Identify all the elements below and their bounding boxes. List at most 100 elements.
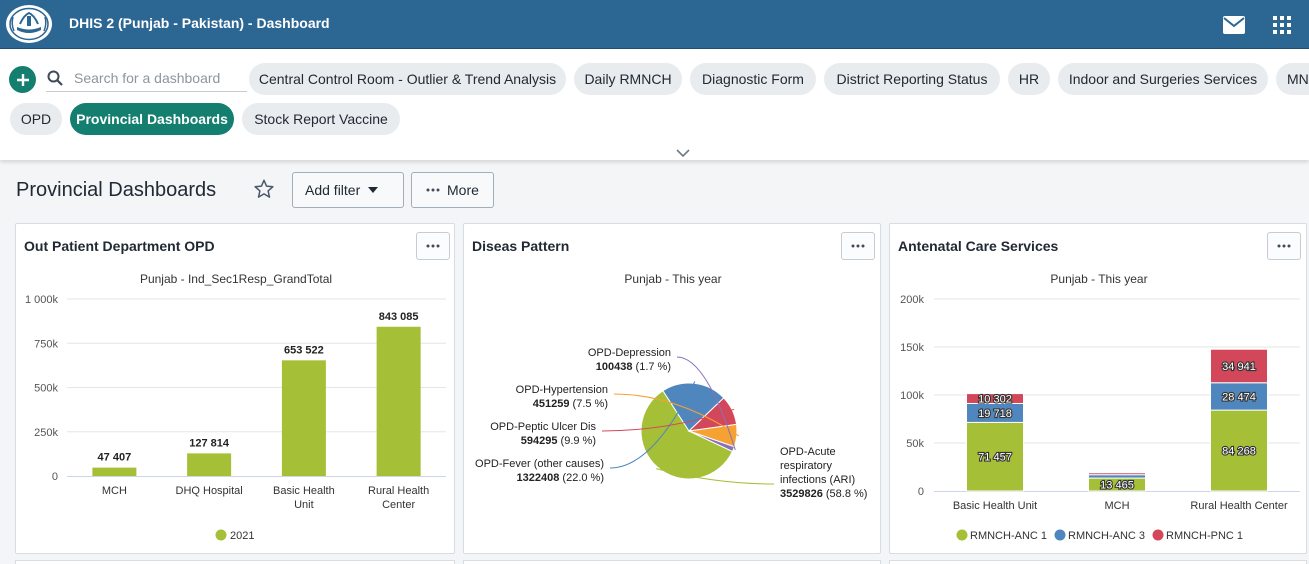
dots-icon	[426, 244, 440, 248]
card-menu-button[interactable]	[841, 232, 875, 260]
dashboard-chip[interactable]: Central Control Room - Outlier & Trend A…	[249, 63, 566, 95]
dashboard-item-card: Diseas Pattern Punjab - This year OPD-Ac…	[463, 223, 881, 554]
x-tick-label: Basic Health Unit	[953, 500, 1037, 512]
legend-label: 2021	[230, 530, 254, 542]
chart-subtitle: Punjab - This year	[1050, 272, 1147, 286]
add-filter-label: Add filter	[305, 182, 361, 198]
punjab-emblem-icon[interactable]	[4, 3, 54, 50]
search-icon	[47, 70, 63, 86]
x-tick-label: MCH	[1104, 500, 1129, 512]
x-tick-label: Rural Health Center	[368, 485, 429, 511]
data-label: 127 814	[189, 437, 230, 449]
data-label: 10 302	[978, 394, 1012, 406]
dots-icon	[426, 188, 440, 192]
stacked-bar-segment	[966, 393, 1024, 404]
pie-slice	[640, 390, 734, 480]
slice-label: OPD-Hypertension 451259 (7.5 %)	[516, 384, 608, 410]
dashboard-item-card	[463, 560, 881, 564]
slice-label: OPD-Fever (other causes) 1322408 (22.0 %)	[475, 458, 604, 484]
card-title: Antenatal Care Services	[898, 238, 1059, 254]
dashboard-search-input[interactable]: Search for a dashboard	[46, 63, 247, 92]
slice-label: OPD-Depression 100438 (1.7 %)	[588, 347, 671, 373]
leader-line	[609, 381, 696, 469]
dots-icon	[1277, 244, 1291, 248]
legend-swatch	[215, 529, 227, 541]
dashboard-chip-active[interactable]: Provincial Dashboards	[70, 103, 234, 135]
data-label: 47 407	[98, 452, 132, 464]
caret-down-icon	[368, 187, 379, 193]
stacked-bar-segment	[1210, 382, 1268, 411]
data-label: 653 522	[284, 344, 324, 356]
add-dashboard-button[interactable]	[9, 66, 36, 93]
leader-line	[601, 408, 735, 432]
stacked-bar-segment	[1210, 409, 1268, 492]
data-label: 28 474	[1222, 391, 1256, 403]
dashboard-chip[interactable]: District Reporting Status	[824, 63, 1000, 95]
data-label: 13 465	[1100, 480, 1134, 492]
data-label: 34 941	[1222, 361, 1256, 373]
dashboard-chip[interactable]: OPD	[10, 103, 62, 135]
dashboard-chip[interactable]: Daily RMNCH	[574, 63, 682, 95]
leader-line	[676, 356, 736, 451]
y-tick-label: 50k	[906, 438, 924, 450]
legend-swatch	[1152, 529, 1164, 541]
stacked-bar-segment	[1088, 474, 1146, 479]
more-button[interactable]: More	[411, 172, 494, 208]
dashboards-control-bar: Search for a dashboard Central Control R…	[0, 49, 1309, 160]
bar	[376, 326, 421, 476]
dashboard-item-card: Antenatal Care Services Punjab - This ye…	[889, 223, 1307, 554]
apps-grid-icon[interactable]	[1269, 12, 1295, 38]
add-filter-button[interactable]: Add filter	[292, 172, 404, 208]
data-label: 84 268	[1222, 446, 1256, 458]
y-tick-label: 1 000k	[25, 294, 59, 306]
stacked-bar-segment	[966, 421, 1024, 492]
leader-line	[613, 393, 740, 437]
card-menu-button[interactable]	[1267, 232, 1301, 260]
slice-label: OPD-Acute respiratory infections (ARI) 3529…	[780, 446, 867, 500]
disease-pie-chart: Punjab - This year OPD-Acute respiratory i…	[475, 272, 867, 500]
x-tick-label: MCH	[102, 485, 127, 497]
y-tick-label: 150k	[900, 342, 924, 354]
legend-swatch	[1054, 529, 1066, 541]
data-label: 843 085	[379, 311, 419, 323]
dashboard-chip[interactable]: Stock Report Vaccine	[242, 103, 400, 135]
legend-label: RMNCH-ANC 1	[970, 530, 1047, 542]
dots-icon	[851, 244, 865, 248]
dashboard-chip[interactable]: HR	[1008, 63, 1050, 95]
dashboard-item-card: Out Patient Department OPD Punjab - Ind_…	[15, 223, 455, 554]
more-label: More	[447, 182, 479, 198]
bar	[187, 453, 232, 476]
dashboard-chip[interactable]: MN	[1276, 63, 1309, 95]
dashboard-chip[interactable]: Indoor and Surgeries Services	[1058, 63, 1268, 95]
data-label: 19 718	[978, 408, 1012, 420]
y-tick-label: 250k	[34, 427, 58, 439]
y-tick-label: 0	[52, 471, 58, 483]
stacked-bar-segment	[1210, 348, 1268, 384]
top-header-bar: DHIS 2 (Punjab - Pakistan) - Dashboard	[0, 0, 1309, 49]
chevron-down-icon[interactable]	[676, 145, 690, 163]
chart-subtitle: Punjab - Ind_Sec1Resp_GrandTotal	[140, 272, 332, 286]
mail-icon[interactable]	[1221, 12, 1247, 38]
pie-slice	[662, 382, 725, 432]
anc-stacked-bar-chart: Punjab - This year 0 50k 100k 150k 200k 71 45…	[900, 272, 1300, 542]
search-placeholder: Search for a dashboard	[74, 70, 221, 86]
y-tick-label: 500k	[34, 383, 58, 395]
plus-icon	[16, 73, 29, 86]
stacked-bar-segment	[1088, 472, 1146, 476]
dashboard-chip[interactable]: Diagnostic Form	[690, 63, 816, 95]
y-tick-label: 0	[918, 486, 924, 498]
card-menu-button[interactable]	[416, 232, 450, 260]
page-title: Provincial Dashboards	[16, 179, 217, 201]
chart-subtitle: Punjab - This year	[624, 272, 721, 286]
bar	[281, 360, 326, 476]
slice-label: OPD-Peptic Ulcer Dis 594295 (9.9 %)	[490, 421, 596, 447]
star-icon[interactable]	[253, 178, 275, 205]
y-tick-label: 750k	[34, 338, 58, 350]
bar	[92, 467, 137, 476]
legend-label: RMNCH-ANC 3	[1068, 530, 1145, 542]
dashboard-item-card	[15, 560, 455, 564]
leader-line	[655, 468, 775, 485]
y-tick-label: 100k	[900, 390, 924, 402]
dashboard-item-card	[889, 560, 1307, 564]
card-title: Diseas Pattern	[472, 238, 570, 254]
